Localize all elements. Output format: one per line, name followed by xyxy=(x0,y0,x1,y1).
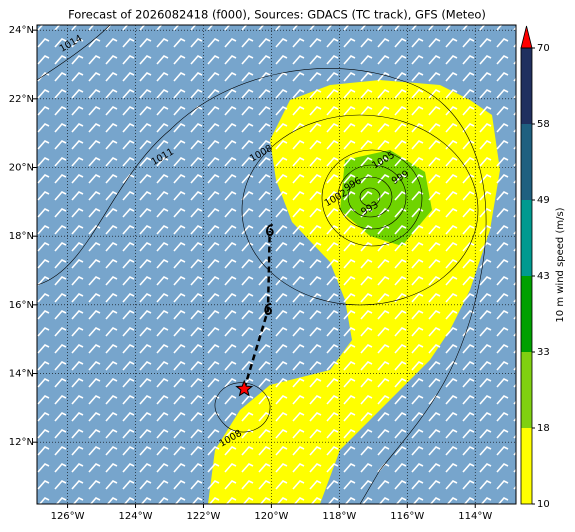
title: Forecast of 2026082418 (f000), Sources: … xyxy=(68,8,486,22)
colorbar-label: 10 m wind speed (m/s) xyxy=(555,207,566,322)
colorbar-segment xyxy=(521,276,532,352)
y-tick-label: 12°N xyxy=(9,437,34,448)
colorbar-tick-label: 43 xyxy=(537,271,550,282)
colorbar-tick-label: 49 xyxy=(537,195,550,206)
x-tick-label: 114°W xyxy=(458,511,492,522)
y-tick-label: 16°N xyxy=(9,300,34,311)
storm-symbol xyxy=(266,224,274,237)
colorbar: 10 18 33 43 49 58 70 xyxy=(520,25,550,510)
x-tick-label: 118°W xyxy=(322,511,356,522)
colorbar-tick-label: 18 xyxy=(537,423,550,434)
y-tick-label: 20°N xyxy=(9,162,34,173)
y-tick-label: 14°N xyxy=(9,369,34,380)
y-tick-label: 22°N xyxy=(9,94,34,105)
colorbar-tick-label: 10 xyxy=(537,499,550,510)
wind-barbs xyxy=(37,25,516,504)
x-tick-label: 116°W xyxy=(390,511,424,522)
map-area xyxy=(37,25,516,504)
storm-track xyxy=(243,230,271,390)
x-tick-label: 126°W xyxy=(51,511,85,522)
storm-position xyxy=(235,379,254,397)
colorbar-segment xyxy=(521,124,532,200)
colorbar-segment xyxy=(521,428,532,504)
y-tick-label: 18°N xyxy=(9,231,34,242)
y-tick-label: 24°N xyxy=(9,25,34,36)
colorbar-tick-label: 58 xyxy=(537,119,550,130)
colorbar-tick-label: 70 xyxy=(537,43,550,54)
x-tick-label: 122°W xyxy=(186,511,220,522)
storm-symbol xyxy=(264,302,272,315)
colorbar-tick-label: 33 xyxy=(537,347,550,358)
colorbar-segment xyxy=(521,200,532,276)
map-frame xyxy=(36,24,517,505)
x-tick-label: 120°W xyxy=(254,511,288,522)
x-tick-label: 124°W xyxy=(119,511,153,522)
pressure-contours xyxy=(37,25,487,504)
colorbar-segment xyxy=(521,352,532,428)
colorbar-segment xyxy=(521,48,532,124)
colorbar-extend xyxy=(520,25,533,49)
